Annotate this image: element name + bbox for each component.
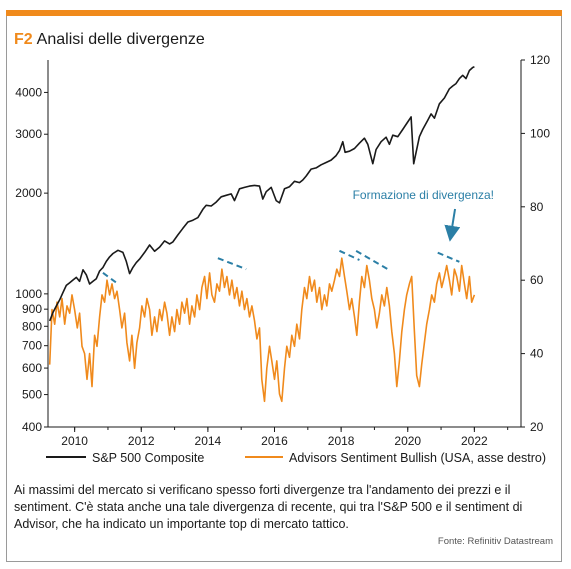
divergence-line — [355, 249, 389, 271]
left-tick-label: 4000 — [15, 85, 42, 99]
left-tick-label: 600 — [22, 361, 42, 375]
left-tick-label: 900 — [22, 302, 42, 316]
chart-title-text: Analisi delle divergenze — [36, 31, 205, 48]
left-tick-label: 800 — [22, 319, 42, 333]
x-tick-label: 2014 — [195, 434, 222, 448]
divergence-line — [217, 257, 247, 271]
x-tick-label: 2022 — [461, 434, 488, 448]
right-axis: 20 40 60 80 100 120 — [521, 53, 550, 434]
annotation-text: Formazione di divergenza! — [353, 188, 494, 202]
annotation: Formazione di divergenza! — [353, 188, 494, 242]
divergence-line — [339, 249, 360, 261]
legend: S&P 500 Composite Advisors Sentiment Bull… — [46, 451, 546, 465]
left-tick-label: 700 — [22, 339, 42, 353]
caption: Ai massimi del mercato si verificano spe… — [14, 483, 523, 531]
x-tick-label: 2016 — [261, 434, 288, 448]
left-tick-label: 400 — [22, 420, 42, 434]
right-tick-label: 20 — [530, 420, 544, 434]
chart-title: F2 Analisi delle divergenze — [14, 31, 205, 49]
x-tick-label: 2010 — [61, 434, 88, 448]
divergence-lines — [102, 249, 460, 285]
right-tick-label: 40 — [530, 347, 544, 361]
right-tick-label: 60 — [530, 273, 544, 287]
right-tick-label: 120 — [530, 53, 550, 67]
right-tick-label: 100 — [530, 126, 550, 140]
accent-bar — [6, 10, 562, 16]
figure-number: F2 — [14, 31, 33, 48]
divergence-line — [102, 272, 119, 285]
sp500-line — [48, 66, 475, 322]
legend-label-sentiment: Advisors Sentiment Bullish (USA, asse de… — [289, 451, 546, 465]
x-axis: 2010 2012 2014 2016 2018 2020 2022 — [61, 427, 509, 448]
x-tick-label: 2018 — [328, 434, 355, 448]
sentiment-line — [48, 257, 476, 403]
series-group — [48, 66, 476, 403]
divergence-line — [437, 251, 460, 263]
annotation-arrow — [444, 208, 461, 242]
plot-frame — [47, 60, 522, 428]
left-tick-label: 500 — [22, 388, 42, 402]
chart-card — [6, 10, 562, 562]
right-tick-label: 80 — [530, 200, 544, 214]
left-tick-label: 2000 — [15, 186, 42, 200]
x-tick-label: 2020 — [394, 434, 421, 448]
legend-label-sp500: S&P 500 Composite — [92, 451, 204, 465]
source-note: Fonte: Refinitiv Datastream — [437, 536, 553, 547]
x-tick-label: 2012 — [128, 434, 155, 448]
left-tick-label: 3000 — [15, 127, 42, 141]
left-tick-label: 1000 — [15, 287, 42, 301]
